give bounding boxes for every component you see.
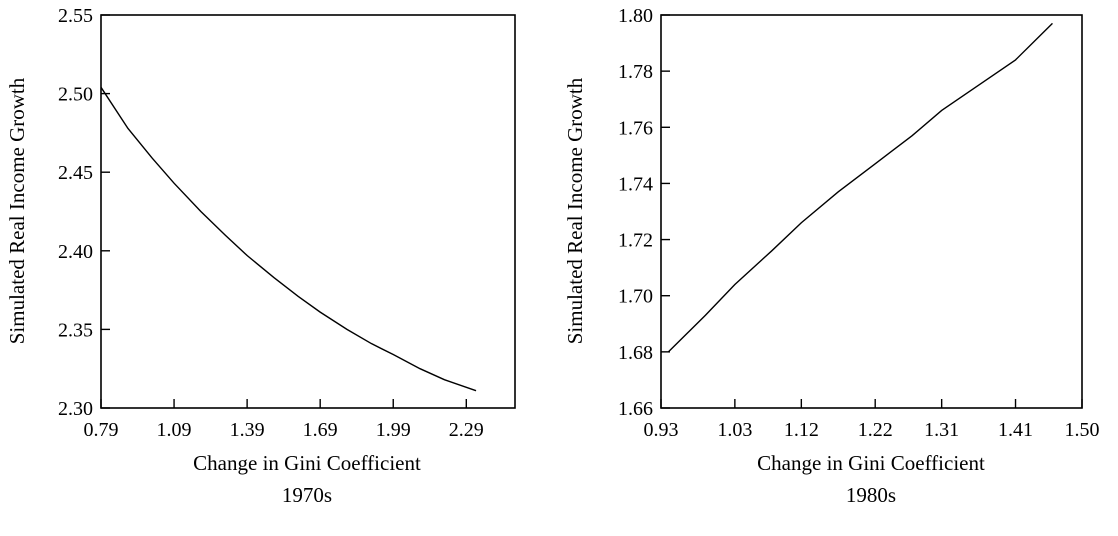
x-tick-label: 1.12 — [784, 419, 819, 441]
x-tick-label: 1.69 — [303, 419, 338, 441]
y-tick-label: 2.35 — [58, 319, 93, 341]
x-tick-label: 1.09 — [157, 419, 192, 441]
chart-1970s: 0.79 1.09 1.39 1.69 1.99 2.29 2.30 2.35 2.40 2.45… — [5, 5, 516, 507]
x-tick-label: 1.41 — [998, 419, 1033, 441]
series-line — [667, 22, 1053, 353]
plot-frame — [100, 14, 516, 409]
series-group — [667, 22, 1053, 353]
x-tick-label: 1.22 — [858, 419, 893, 441]
x-tick-label: 1.03 — [717, 419, 752, 441]
x-axis-label: Change in Gini Coefficient — [757, 451, 985, 475]
y-tick-label: 1.70 — [618, 286, 653, 308]
chart-subtitle: 1970s — [282, 483, 332, 507]
chart-1980s: 0.93 1.03 1.12 1.22 1.31 1.41 1.50 1.66 1.68 1.70… — [563, 5, 1100, 507]
y-tick-label: 1.76 — [618, 117, 653, 139]
y-tick-label: 2.40 — [58, 241, 93, 263]
y-tick-label: 1.80 — [618, 5, 653, 27]
x-tick-label: 1.50 — [1065, 419, 1100, 441]
series-line — [100, 86, 477, 392]
y-tick-label: 1.72 — [618, 230, 653, 252]
y-tick-label: 1.74 — [618, 173, 653, 195]
y-tick-label: 2.45 — [58, 162, 93, 184]
y-tick-label: 1.66 — [618, 398, 653, 420]
x-axis-label: Change in Gini Coefficient — [193, 451, 421, 475]
y-tick-label: 2.55 — [58, 5, 93, 27]
y-axis-label: Simulated Real Income Growth — [563, 77, 587, 344]
x-tick-label: 1.99 — [376, 419, 411, 441]
x-tick-label: 1.39 — [230, 419, 265, 441]
x-tick-label: 0.93 — [644, 419, 679, 441]
series-group — [100, 86, 477, 392]
y-tick-label: 1.68 — [618, 342, 653, 364]
y-axis-label: Simulated Real Income Growth — [5, 77, 29, 344]
y-tick-label: 2.50 — [58, 84, 93, 106]
x-tick-label: 2.29 — [449, 419, 484, 441]
chart-subtitle: 1980s — [846, 483, 896, 507]
tick-group: 0.93 1.03 1.12 1.22 1.31 1.41 1.50 1.66 1.68 1.70… — [618, 5, 1100, 441]
y-tick-label: 1.78 — [618, 61, 653, 83]
x-tick-label: 1.31 — [924, 419, 959, 441]
tick-group: 0.79 1.09 1.39 1.69 1.99 2.29 2.30 2.35 2.40 2.45… — [58, 5, 484, 441]
x-tick-label: 0.79 — [84, 419, 119, 441]
y-tick-label: 2.30 — [58, 398, 93, 420]
plot-frame — [660, 14, 1083, 409]
